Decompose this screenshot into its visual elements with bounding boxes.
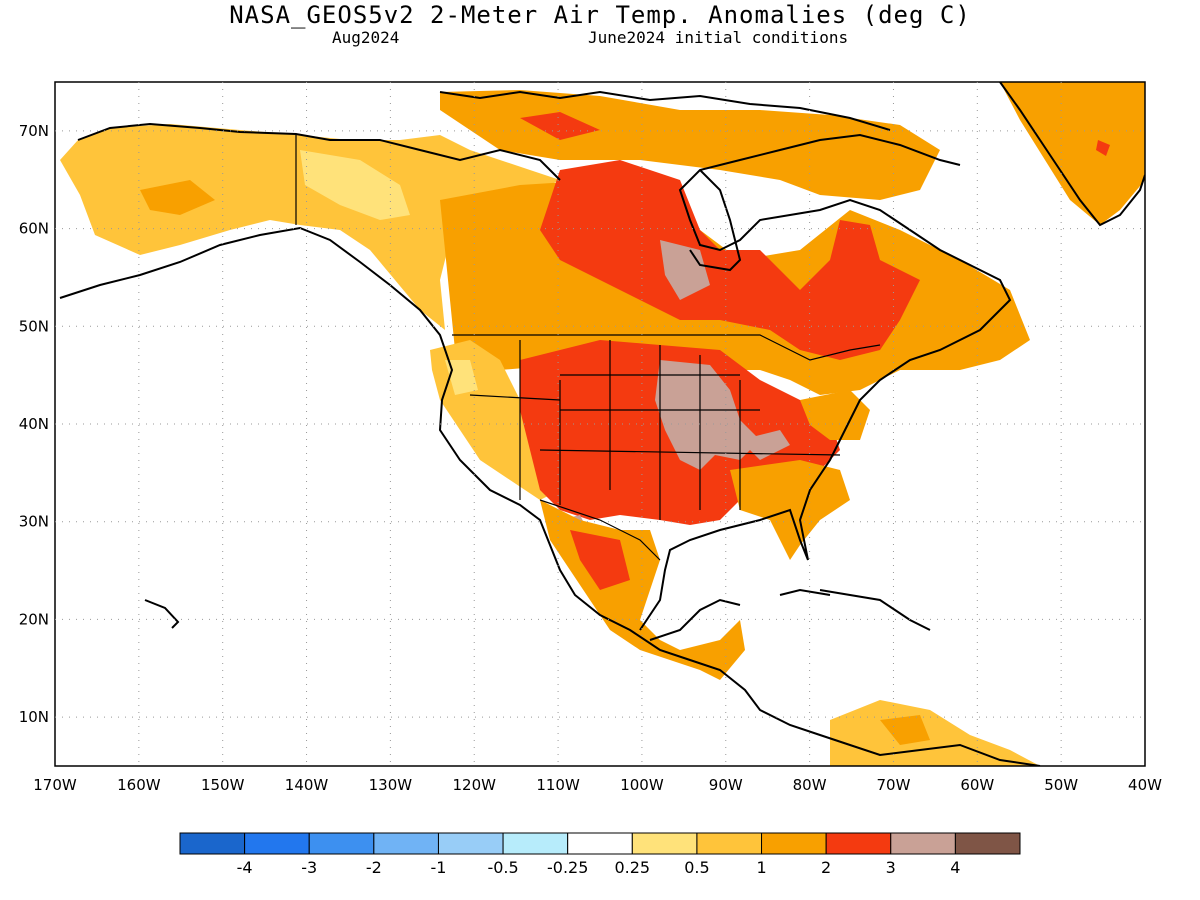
colorbar-swatch [825, 832, 892, 855]
map-title: NASA_GEOS5v2 2-Meter Air Temp. Anomalies… [229, 1, 971, 29]
colorbar-swatch [761, 832, 827, 855]
colorbar-label: -0.5 [487, 858, 518, 877]
latitude-labels: 70N 60N 50N 40N 30N 20N 10N [19, 122, 49, 726]
lon-tick-label: 140W [285, 776, 329, 794]
colorbar-swatch [954, 832, 1021, 855]
lon-tick-label: 60W [960, 776, 994, 794]
lon-tick-label: 130W [369, 776, 413, 794]
colorbar-label: 0.5 [684, 858, 709, 877]
lat-tick-label: 30N [19, 513, 49, 531]
lon-tick-label: 90W [709, 776, 743, 794]
colorbar-label: 3 [886, 858, 896, 877]
colorbar: -4 -3 -2 -1 -0.5 -0.25 0.25 0.5 1 2 3 4 [179, 832, 1021, 877]
colorbar-label: -1 [430, 858, 446, 877]
anomaly-fields [60, 82, 1145, 766]
colorbar-swatch [631, 832, 698, 855]
lat-tick-label: 50N [19, 317, 49, 335]
lon-tick-label: 120W [452, 776, 496, 794]
lon-tick-label: 70W [877, 776, 911, 794]
colorbar-swatch [244, 832, 310, 855]
colorbar-label: -2 [366, 858, 382, 877]
colorbar-swatch [567, 832, 633, 855]
colorbar-label: 4 [950, 858, 960, 877]
lon-tick-label: 160W [117, 776, 161, 794]
lat-tick-label: 20N [19, 610, 49, 628]
longitude-labels: 170W 160W 150W 140W 130W 120W 110W 100W 90W 80W 70… [33, 776, 1162, 794]
colorbar-swatch [373, 832, 439, 855]
colorbar-swatch [502, 832, 569, 855]
lat-tick-label: 10N [19, 708, 49, 726]
lon-tick-label: 150W [201, 776, 245, 794]
colorbar-swatch [437, 832, 504, 855]
lat-tick-label: 70N [19, 122, 49, 140]
lat-tick-label: 60N [19, 220, 49, 238]
initial-conditions: June2024 initial conditions [588, 28, 849, 47]
colorbar-label: -4 [237, 858, 253, 877]
lat-tick-label: 40N [19, 415, 49, 433]
lon-tick-label: 40W [1128, 776, 1162, 794]
colorbar-label: 1 [756, 858, 766, 877]
colorbar-label: -0.25 [547, 858, 588, 877]
colorbar-swatch [308, 832, 375, 855]
forecast-month: Aug2024 [332, 28, 400, 47]
lon-tick-label: 110W [536, 776, 580, 794]
colorbar-label: 0.25 [614, 858, 650, 877]
colorbar-label: -3 [301, 858, 317, 877]
colorbar-swatch [890, 832, 956, 855]
colorbar-label: 2 [821, 858, 831, 877]
lon-tick-label: 50W [1044, 776, 1078, 794]
lon-tick-label: 100W [620, 776, 664, 794]
lon-tick-label: 170W [33, 776, 77, 794]
coastlines [59, 82, 1145, 766]
colorbar-swatch [696, 832, 763, 855]
lon-tick-label: 80W [793, 776, 827, 794]
borders [295, 134, 881, 561]
colorbar-swatch [179, 832, 246, 855]
